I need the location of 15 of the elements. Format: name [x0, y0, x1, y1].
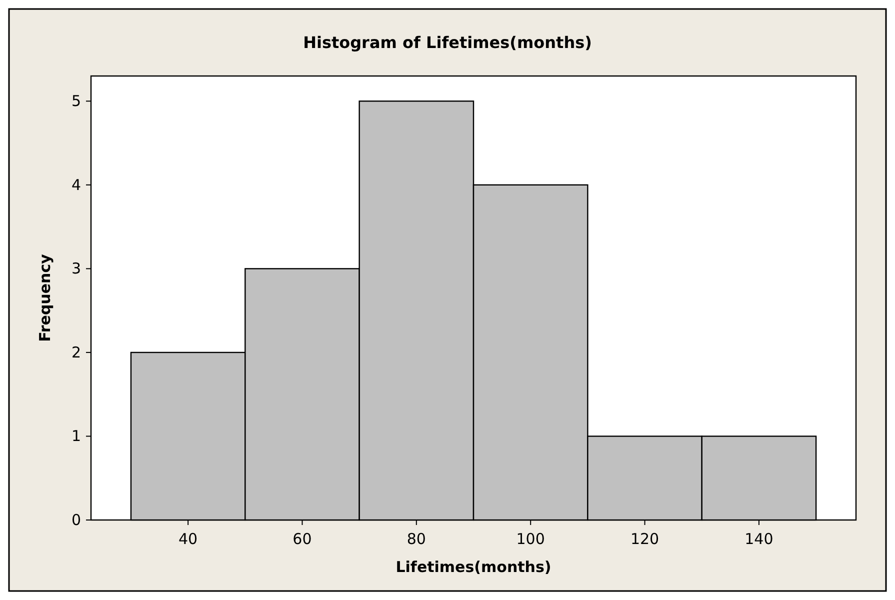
y-tick-label: 1 — [71, 427, 81, 446]
x-tick-label: 80 — [406, 530, 426, 548]
y-tick-label: 3 — [71, 260, 81, 278]
y-tick-label: 0 — [71, 511, 81, 529]
x-tick-label: 60 — [292, 530, 312, 548]
x-tick-label: 120 — [630, 530, 660, 548]
y-tick-label: 4 — [71, 176, 81, 194]
chart-title: Histogram of Lifetimes(months) — [303, 33, 592, 52]
x-tick-label: 40 — [178, 530, 198, 548]
x-tick-label: 100 — [516, 530, 545, 548]
y-axis-title: Frequency — [36, 254, 54, 342]
y-tick-label: 2 — [71, 343, 81, 362]
y-tick-label: 5 — [71, 92, 81, 110]
x-axis-title: Lifetimes(months) — [396, 558, 552, 576]
x-tick-label: 140 — [744, 530, 774, 548]
